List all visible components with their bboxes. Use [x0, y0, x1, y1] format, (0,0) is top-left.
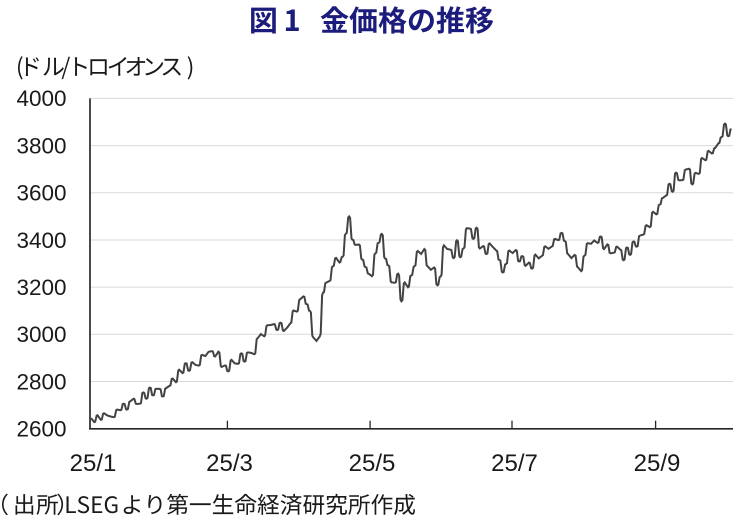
svg-text:3600: 3600 — [16, 181, 66, 206]
svg-text:3400: 3400 — [16, 228, 66, 253]
svg-text:2600: 2600 — [16, 417, 66, 442]
svg-text:2800: 2800 — [16, 369, 66, 394]
svg-text:25/3: 25/3 — [206, 450, 253, 477]
svg-text:4000: 4000 — [16, 86, 66, 111]
svg-text:25/1: 25/1 — [70, 450, 117, 477]
svg-text:25/9: 25/9 — [634, 450, 681, 477]
svg-text:3800: 3800 — [16, 133, 66, 158]
svg-text:3200: 3200 — [16, 275, 66, 300]
svg-text:25/7: 25/7 — [491, 450, 538, 477]
svg-text:25/5: 25/5 — [349, 450, 396, 477]
svg-text:3000: 3000 — [16, 322, 66, 347]
